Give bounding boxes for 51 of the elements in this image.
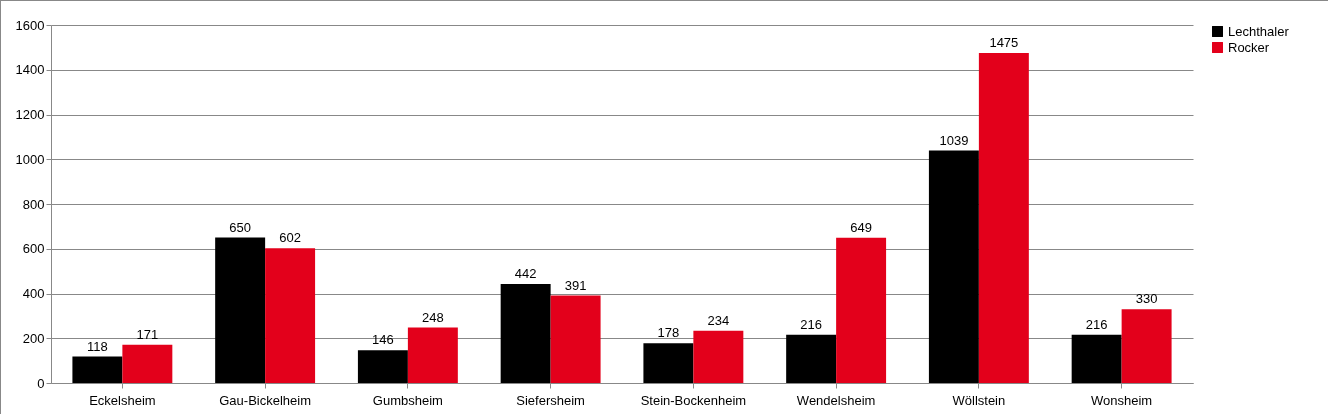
data-label: 248 <box>422 309 444 325</box>
y-tick-label: 400 <box>22 286 45 301</box>
y-tick-label: 800 <box>22 196 45 212</box>
data-label: 330 <box>1135 291 1158 307</box>
bar <box>265 248 316 383</box>
bar <box>215 237 266 383</box>
x-tick-label: Wendelsheim <box>796 392 876 408</box>
data-label: 216 <box>1085 316 1108 332</box>
x-tick-label: Gau-Bickelheim <box>219 392 312 408</box>
y-tick-label: 1600 <box>15 17 45 33</box>
bar <box>928 150 979 383</box>
x-tick-label: Wöllstein <box>952 392 1006 408</box>
data-label: 649 <box>850 219 872 235</box>
bar <box>978 52 1029 383</box>
data-label: 216 <box>800 316 822 332</box>
x-tick-label: Stein-Bockenheim <box>640 392 747 408</box>
x-tick-label: Siefersheim <box>516 392 585 408</box>
data-label: 391 <box>564 277 587 293</box>
data-label: 602 <box>279 230 301 246</box>
bar <box>643 343 694 383</box>
legend-label: Lechthaler <box>1228 23 1290 39</box>
bar <box>550 295 601 383</box>
y-tick-label: 200 <box>22 330 45 346</box>
legend-label: Rocker <box>1228 39 1270 55</box>
data-label: 650 <box>229 219 251 235</box>
data-label: 442 <box>514 266 537 282</box>
y-tick-label: 1000 <box>15 151 45 167</box>
bar <box>1121 309 1172 383</box>
bar <box>836 237 887 383</box>
y-tick-label: 0 <box>37 375 45 391</box>
data-label: 1475 <box>989 34 1019 50</box>
y-tick-label: 1400 <box>15 62 45 78</box>
data-label: 118 <box>87 338 108 354</box>
y-tick-label: 1200 <box>15 107 45 122</box>
y-tick-label: 600 <box>22 241 45 257</box>
data-label: 171 <box>136 326 159 342</box>
data-label: 178 <box>657 325 680 341</box>
x-tick-label: Wonsheim <box>1091 392 1153 408</box>
bar <box>407 327 458 383</box>
bar <box>1071 334 1122 383</box>
bar <box>72 356 123 383</box>
bar <box>357 350 408 383</box>
bar <box>786 334 837 383</box>
data-label: 146 <box>372 332 394 348</box>
data-label: 234 <box>707 312 730 328</box>
bar <box>122 344 173 383</box>
x-tick-label: Gumbsheim <box>372 392 443 408</box>
data-label: 1039 <box>939 132 969 148</box>
bar <box>693 330 744 383</box>
bar <box>500 284 551 383</box>
x-tick-label: Eckelsheim <box>89 392 156 408</box>
